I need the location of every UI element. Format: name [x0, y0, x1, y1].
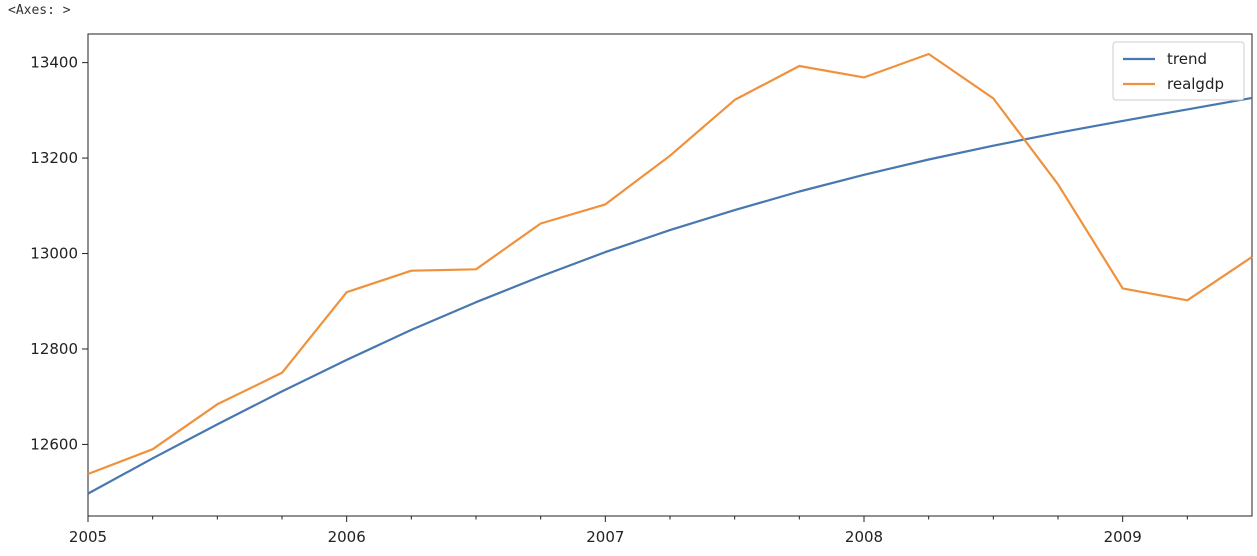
legend: trend realgdp	[1112, 41, 1245, 101]
series-line-realgdp	[87, 52, 1253, 476]
x-tick-label: 2008	[845, 528, 883, 546]
x-tick-label: 2005	[69, 528, 107, 546]
series-layer	[87, 52, 1253, 495]
legend-label-trend: trend	[1167, 50, 1207, 68]
y-tick-label: 13400	[30, 54, 78, 72]
y-tick-label: 13200	[30, 149, 78, 167]
y-tick-label: 12600	[30, 435, 78, 453]
axes-frame	[87, 33, 1253, 517]
x-tick-label: 2007	[586, 528, 624, 546]
x-tick-label: 2006	[328, 528, 366, 546]
plot-area	[87, 33, 1253, 517]
y-axis: 12600 12800 13000 13200 13400	[30, 54, 88, 453]
legend-box	[1112, 41, 1245, 101]
output-label: <Axes: >	[8, 3, 71, 18]
legend-label-realgdp: realgdp	[1167, 75, 1224, 93]
y-tick-label: 13000	[30, 245, 78, 263]
x-axis: 2005 2006 2007 2008 2009	[69, 516, 1188, 546]
y-tick-label: 12800	[30, 340, 78, 358]
series-line-trend	[87, 96, 1253, 495]
x-tick-label: 2009	[1104, 528, 1142, 546]
